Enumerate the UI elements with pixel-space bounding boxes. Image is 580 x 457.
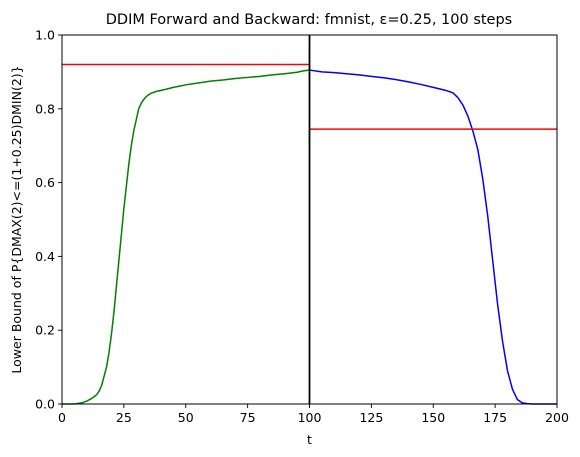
y-ticks: 0.0 0.2 0.4 0.6 0.8 1.0 <box>35 28 62 412</box>
y-axis-label: Lower Bound of P{DMAX(2)<=(1+0.25)DMIN(2… <box>9 65 24 373</box>
x-ticks: 0 25 50 75 100 125 150 175 200 <box>58 404 569 425</box>
x-tick-label: 0 <box>58 410 66 425</box>
series-layer <box>62 69 557 405</box>
x-axis-label: t <box>307 432 312 447</box>
reference-lines <box>62 35 557 404</box>
y-tick-label: 0.4 <box>35 249 55 264</box>
y-tick-label: 0.2 <box>35 323 55 338</box>
series-line-1 <box>62 69 310 405</box>
x-tick-label: 100 <box>298 410 322 425</box>
x-tick-label: 50 <box>178 410 194 425</box>
x-tick-label: 200 <box>545 410 569 425</box>
y-tick-label: 0.0 <box>35 397 55 412</box>
series-line-2 <box>309 69 557 405</box>
x-tick-label: 75 <box>240 410 256 425</box>
y-tick-label: 0.8 <box>35 101 55 116</box>
x-tick-label: 25 <box>116 410 132 425</box>
x-tick-label: 125 <box>359 410 383 425</box>
x-tick-label: 150 <box>421 410 445 425</box>
y-tick-label: 0.6 <box>35 175 55 190</box>
y-tick-label: 1.0 <box>35 28 55 43</box>
x-tick-label: 175 <box>483 410 507 425</box>
chart-title: DDIM Forward and Backward: fmnist, ε=0.2… <box>106 12 513 28</box>
